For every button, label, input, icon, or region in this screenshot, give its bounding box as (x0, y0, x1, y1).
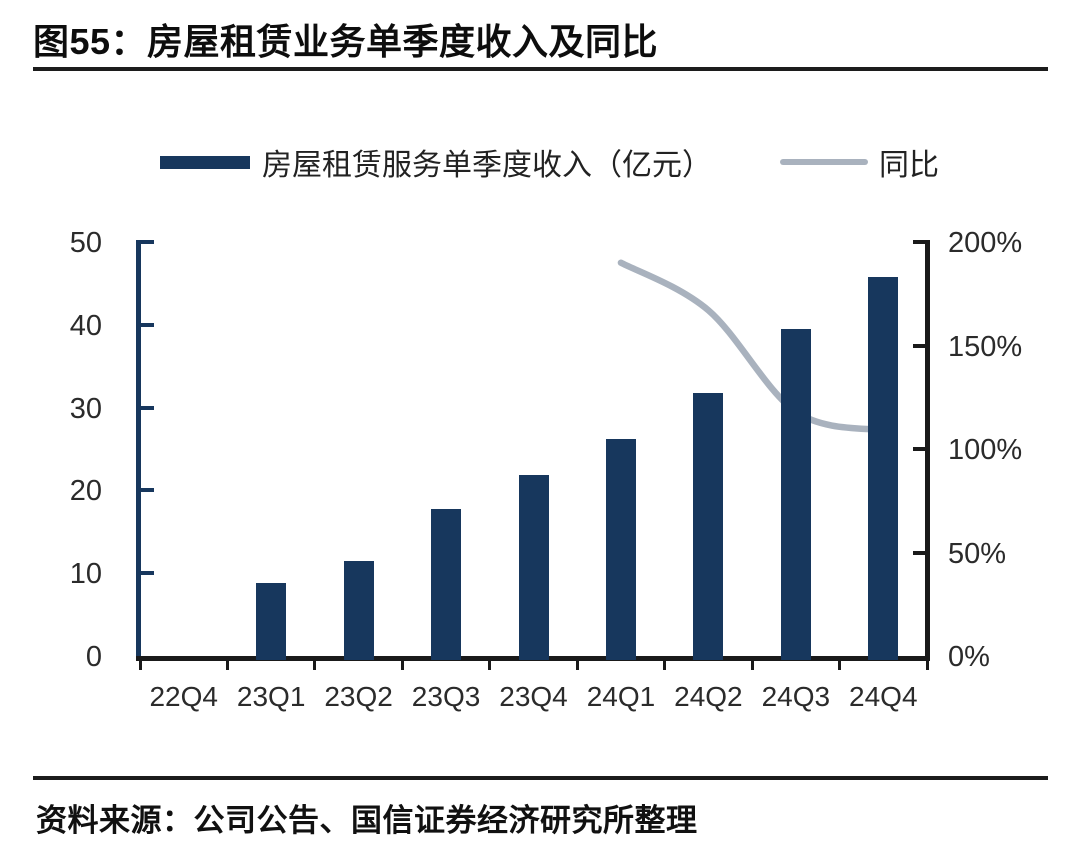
left-axis-tick-label: 20 (69, 475, 102, 508)
x-axis-tick (400, 660, 404, 670)
bar-23Q4 (518, 475, 549, 660)
title-divider (33, 67, 1048, 71)
right-axis-tick (913, 447, 926, 451)
x-axis-tick (838, 660, 842, 670)
right-axis-tick (913, 343, 926, 348)
left-axis-tick (141, 405, 154, 410)
bar-24Q2 (693, 392, 724, 660)
x-axis-tick (925, 660, 929, 670)
yoy-line-path (617, 259, 887, 434)
left-axis-tick (141, 240, 154, 244)
left-axis-tick-label: 50 (69, 227, 102, 259)
left-axis-line (136, 240, 141, 660)
x-axis-tick (488, 660, 492, 670)
x-axis-label-23Q1: 23Q1 (236, 681, 306, 712)
x-axis-tick (138, 660, 142, 670)
x-axis-tick (750, 660, 754, 670)
left-axis-tick (141, 322, 154, 327)
left-axis-tick-label: 30 (69, 392, 102, 425)
bar-24Q4 (868, 276, 899, 660)
x-axis-tick (313, 660, 317, 670)
right-axis-tick-label: 0% (948, 641, 990, 673)
x-axis-label-24Q3: 24Q3 (761, 681, 831, 712)
bar-series-swatch (160, 155, 250, 169)
legend-label-revenue: 房屋租赁服务单季度收入（亿元） (262, 149, 712, 182)
left-axis-tick (141, 488, 154, 493)
x-axis-label-24Q4: 24Q4 (849, 681, 918, 712)
source-note: 资料来源：公司公告、国信证券经济研究所整理 (36, 803, 698, 838)
legend-item-yoy: 同比 (780, 144, 939, 182)
legend-item-revenue: 房屋租赁服务单季度收入（亿元） (160, 144, 712, 182)
x-axis-label-22Q4: 22Q4 (149, 681, 218, 712)
source-divider (33, 776, 1048, 780)
bar-23Q2 (343, 560, 374, 660)
right-axis-tick (913, 240, 926, 244)
left-axis-tick-label: 0 (85, 641, 102, 673)
right-axis-tick-label: 150% (948, 330, 1023, 363)
bar-24Q1 (605, 439, 636, 660)
bar-24Q3 (780, 328, 811, 660)
x-axis-tick (663, 660, 667, 670)
x-axis-label-24Q1: 24Q1 (586, 681, 656, 712)
right-axis-line (925, 240, 930, 660)
x-axis-label-23Q3: 23Q3 (411, 681, 481, 712)
right-axis-tick-label: 100% (948, 434, 1023, 466)
legend-label-yoy: 同比 (879, 149, 939, 182)
right-axis-tick-label: 200% (948, 227, 1023, 259)
left-axis-tick (141, 571, 154, 576)
right-axis-tick (913, 550, 926, 555)
bar-23Q1 (256, 583, 287, 660)
left-axis-tick-label: 10 (69, 558, 102, 591)
left-axis-tick-label: 40 (69, 309, 102, 342)
right-axis-tick-label: 50% (948, 537, 1007, 570)
line-series-swatch (780, 159, 868, 165)
x-axis-label-23Q4: 23Q4 (499, 681, 568, 712)
x-axis-label-23Q2: 23Q2 (324, 681, 393, 712)
bar-23Q3 (431, 508, 462, 660)
x-axis-tick (575, 660, 579, 670)
x-axis-tick (225, 660, 229, 670)
figure-title: 图55：房屋租赁业务单季度收入及同比 (33, 21, 659, 62)
x-axis-label-24Q2: 24Q2 (674, 681, 743, 712)
